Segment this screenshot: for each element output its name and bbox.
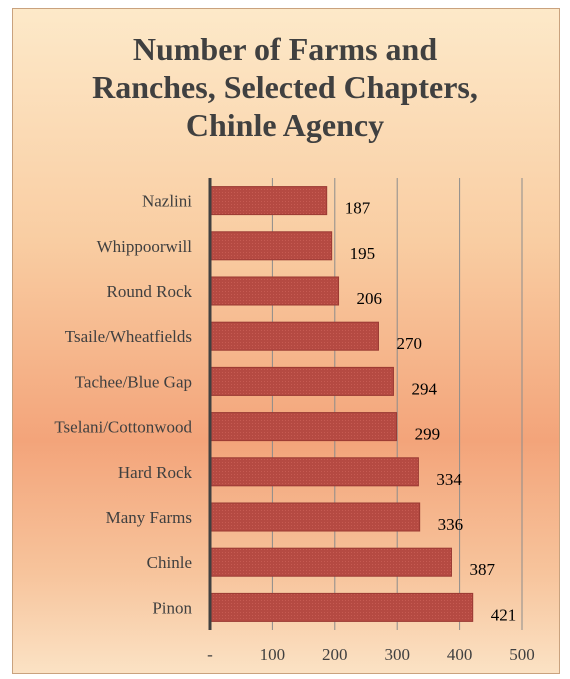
category-label: Tselani/Cottonwood	[54, 418, 192, 437]
chart-title: Number of Farms and Ranches, Selected Ch…	[0, 30, 570, 144]
data-label: 299	[415, 425, 441, 444]
data-label: 334	[436, 470, 462, 489]
chart-title-line-1: Number of Farms and	[132, 31, 438, 67]
data-label: 294	[411, 379, 437, 398]
x-tick-label: 500	[509, 645, 535, 664]
data-label: 195	[350, 244, 376, 263]
data-label: 336	[438, 515, 464, 534]
bar	[209, 412, 398, 442]
bar	[209, 321, 379, 351]
x-tick-label: 300	[384, 645, 410, 664]
category-label: Tachee/Blue Gap	[75, 372, 192, 391]
category-label: Chinle	[147, 553, 192, 572]
bar	[209, 592, 474, 622]
x-tick-label: 400	[447, 645, 473, 664]
labels: - 100 200 300 400 500 Nazlini 187 Whippoorwill 19…	[54, 192, 534, 664]
data-label: 206	[357, 289, 383, 308]
category-label: Pinon	[152, 598, 192, 617]
x-tick-label: -	[207, 645, 213, 664]
x-tick-label: 200	[322, 645, 348, 664]
data-label: 387	[469, 560, 495, 579]
bars	[209, 186, 474, 622]
chart-title-line-2: Ranches, Selected Chapters,	[92, 69, 478, 105]
chart-title-line-3: Chinle Agency	[185, 107, 385, 143]
bar	[209, 457, 419, 487]
x-tick-label: 100	[260, 645, 286, 664]
category-label: Round Rock	[107, 282, 193, 301]
data-label: 187	[345, 199, 371, 218]
category-label: Hard Rock	[118, 463, 193, 482]
category-label: Tsaile/Wheatfields	[65, 327, 192, 346]
bar	[209, 366, 394, 396]
category-label: Many Farms	[106, 508, 192, 527]
category-label: Whippoorwill	[97, 237, 193, 256]
data-label: 421	[491, 605, 516, 624]
bar	[209, 502, 421, 532]
data-label: 270	[396, 334, 422, 353]
bar	[209, 231, 333, 261]
bar	[209, 276, 340, 306]
category-label: Nazlini	[142, 192, 192, 211]
bar	[209, 547, 452, 577]
bar	[209, 186, 328, 216]
